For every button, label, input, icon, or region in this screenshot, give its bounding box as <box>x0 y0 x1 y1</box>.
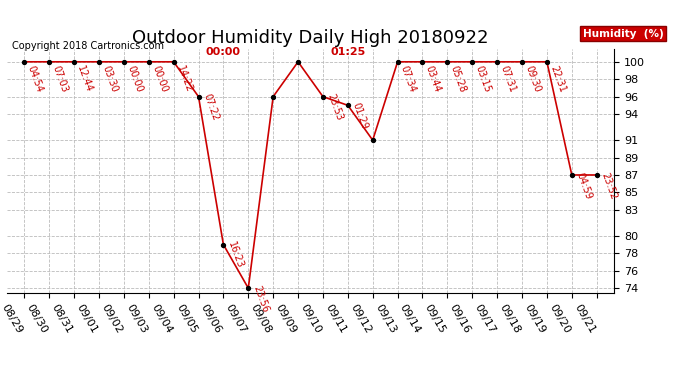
Point <box>19 59 30 65</box>
Point <box>466 59 477 65</box>
Text: 04:54: 04:54 <box>26 64 45 94</box>
Text: 12:44: 12:44 <box>75 64 95 94</box>
Text: 23:53: 23:53 <box>326 93 345 122</box>
Text: 07:34: 07:34 <box>399 64 418 94</box>
Text: Humidity  (%): Humidity (%) <box>583 29 664 39</box>
Point <box>517 59 528 65</box>
Text: 00:00: 00:00 <box>150 64 169 94</box>
Text: 05:28: 05:28 <box>448 64 468 94</box>
Point <box>218 242 229 248</box>
Text: 03:44: 03:44 <box>424 64 443 94</box>
Text: Copyright 2018 Cartronics.com: Copyright 2018 Cartronics.com <box>12 41 164 51</box>
Point <box>317 94 328 100</box>
Text: 09:30: 09:30 <box>524 64 542 94</box>
Point <box>268 94 279 100</box>
Point <box>193 94 204 100</box>
Point <box>342 102 353 108</box>
Text: 03:15: 03:15 <box>473 64 493 94</box>
Text: 16:23: 16:23 <box>226 240 245 270</box>
Point <box>591 172 602 178</box>
Point <box>243 285 254 291</box>
Point <box>168 59 179 65</box>
Text: 03:30: 03:30 <box>100 64 119 94</box>
Text: 23:52: 23:52 <box>600 171 618 201</box>
Point <box>43 59 55 65</box>
Point <box>566 172 578 178</box>
Point <box>93 59 104 65</box>
Text: 04:59: 04:59 <box>575 171 593 200</box>
Text: 07:31: 07:31 <box>499 64 518 94</box>
Point <box>367 137 378 143</box>
Point <box>68 59 79 65</box>
Text: 07:22: 07:22 <box>201 93 220 122</box>
Text: 07:03: 07:03 <box>50 64 70 94</box>
Point <box>542 59 553 65</box>
Point <box>442 59 453 65</box>
Point <box>144 59 155 65</box>
Point <box>491 59 502 65</box>
Text: 23:56: 23:56 <box>251 284 270 314</box>
Text: 14:22: 14:22 <box>175 64 194 94</box>
Point <box>417 59 428 65</box>
Title: Outdoor Humidity Daily High 20180922: Outdoor Humidity Daily High 20180922 <box>132 29 489 47</box>
Text: 00:00: 00:00 <box>126 64 144 94</box>
Point <box>293 59 304 65</box>
Text: 00:00: 00:00 <box>206 46 241 57</box>
Point <box>392 59 403 65</box>
Text: 22:31: 22:31 <box>549 64 567 94</box>
Text: 01:29: 01:29 <box>351 101 370 131</box>
Text: 01:25: 01:25 <box>331 46 366 57</box>
Point <box>119 59 130 65</box>
